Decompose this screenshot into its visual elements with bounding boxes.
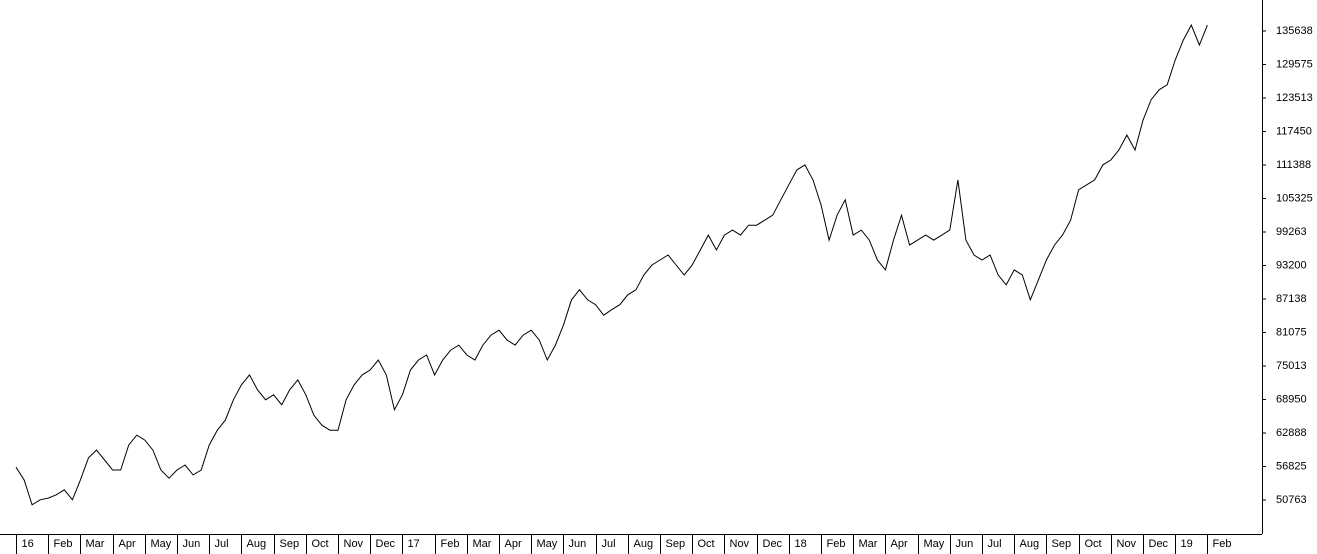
x-tick-label: Dec [376, 538, 396, 550]
y-tick-label: 68950 [1276, 393, 1307, 405]
y-tick-label: 50763 [1276, 494, 1307, 506]
x-tick-label: Aug [1020, 538, 1040, 550]
x-tick-label: Nov [730, 538, 750, 550]
x-tick-label: May [924, 538, 945, 550]
y-tick-label: 135638 [1276, 25, 1313, 37]
y-tick-label: 99263 [1276, 226, 1307, 238]
y-tick-label: 129575 [1276, 58, 1313, 70]
x-tick-label: Mar [86, 538, 105, 550]
x-tick-label: Oct [312, 538, 329, 550]
price-line [15, 23, 1208, 506]
x-tick-label: Apr [119, 538, 136, 550]
y-tick-label: 117450 [1276, 125, 1312, 137]
x-tick-label: Oct [1085, 538, 1102, 550]
y-tick-label: 87138 [1276, 293, 1307, 305]
x-tick-label: Sep [666, 538, 686, 550]
x-tick-label: 18 [795, 538, 807, 550]
y-tick-label: 81075 [1276, 326, 1307, 338]
x-tick-label: Aug [634, 538, 654, 550]
x-tick-label: Jul [602, 538, 616, 550]
x-tick-label: Dec [763, 538, 783, 550]
x-tick-label: Jun [569, 538, 587, 550]
x-tick-label: Feb [827, 538, 846, 550]
x-tick-label: Feb [441, 538, 460, 550]
y-tick-label: 62888 [1276, 427, 1307, 439]
x-tick-label: Nov [344, 538, 364, 550]
y-tick-label: 105325 [1276, 192, 1313, 204]
x-tick-label: Jul [215, 538, 229, 550]
x-tick-label: May [151, 538, 172, 550]
x-tick-label: 17 [408, 538, 420, 550]
x-tick-label: Nov [1117, 538, 1137, 550]
y-tick-label: 56825 [1276, 460, 1307, 472]
x-tick-label: Jun [956, 538, 974, 550]
x-tick-label: May [537, 538, 558, 550]
x-tick-label: Apr [891, 538, 908, 550]
y-tick-label: 123513 [1276, 92, 1313, 104]
y-tick-label: 111388 [1276, 159, 1311, 171]
x-tick-label: Mar [859, 538, 878, 550]
x-tick-label: 19 [1181, 538, 1193, 550]
x-tick-label: Mar [473, 538, 492, 550]
x-tick-label: Feb [54, 538, 73, 550]
x-tick-label: Dec [1149, 538, 1169, 550]
y-tick-label: 93200 [1276, 259, 1307, 271]
x-tick-label: Sep [1052, 538, 1072, 550]
y-tick-label: 75013 [1276, 360, 1307, 372]
x-tick-label: Jun [183, 538, 201, 550]
x-tick-label: Feb [1213, 538, 1232, 550]
x-tick-label: Oct [698, 538, 715, 550]
x-tick-label: Jul [988, 538, 1002, 550]
x-tick-label: 16 [22, 538, 34, 550]
x-tick-label: Aug [247, 538, 267, 550]
x-tick-label: Sep [280, 538, 300, 550]
x-tick-label: Apr [505, 538, 522, 550]
